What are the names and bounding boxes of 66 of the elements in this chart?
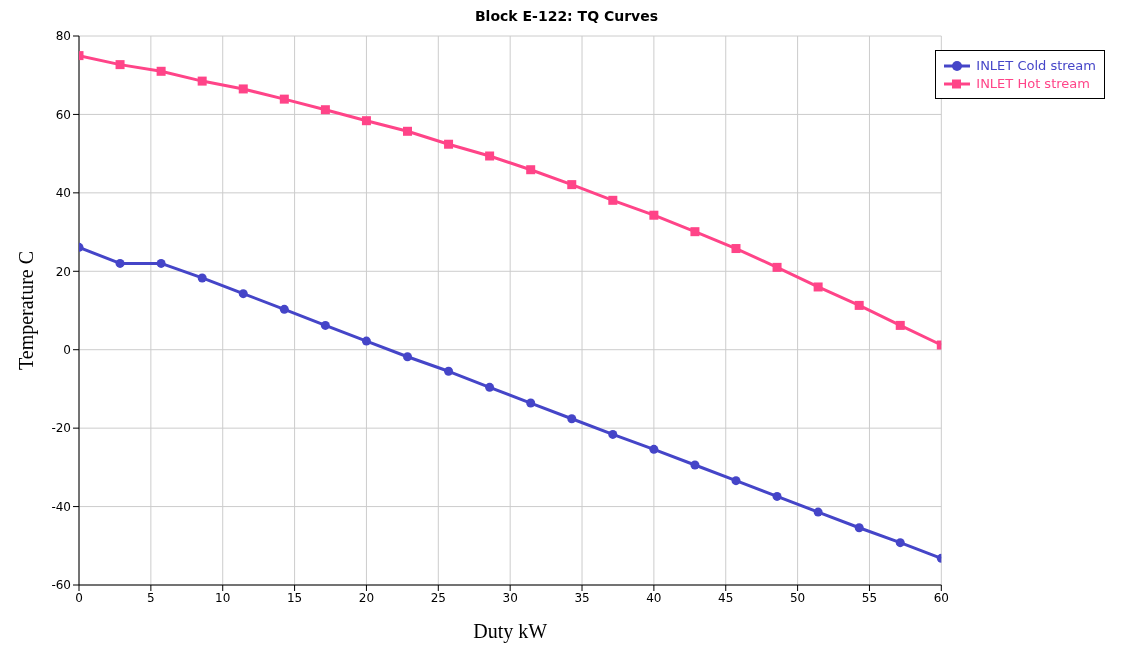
- point: [279, 94, 289, 104]
- point: [320, 105, 330, 115]
- x-tick-label: 15: [286, 590, 303, 605]
- y-tick-label: 60: [55, 107, 71, 122]
- y-tick-label: 20: [55, 264, 71, 279]
- point: [320, 320, 330, 330]
- point: [115, 60, 125, 70]
- point: [608, 429, 618, 439]
- point: [485, 151, 495, 161]
- x-tick-label: 5: [147, 590, 155, 605]
- point: [115, 258, 125, 268]
- point: [731, 244, 741, 254]
- chart-title: Block E-122: TQ Curves: [473, 8, 660, 26]
- point: [567, 414, 577, 424]
- point: [854, 300, 864, 310]
- point: [156, 66, 166, 76]
- point: [895, 320, 905, 330]
- point: [649, 210, 659, 220]
- x-tick-label: 45: [718, 590, 734, 605]
- point: [238, 84, 248, 94]
- point: [197, 76, 207, 86]
- point: [690, 227, 700, 237]
- point: [772, 262, 782, 272]
- point: [813, 507, 823, 517]
- point: [197, 273, 207, 283]
- point: [567, 180, 577, 190]
- point: [485, 382, 495, 392]
- y-tick-label: -20: [51, 421, 71, 436]
- x-tick-label: 50: [789, 590, 806, 605]
- x-tick-label: 40: [646, 590, 662, 605]
- point: [444, 139, 454, 149]
- point: [361, 336, 371, 346]
- point: [895, 538, 905, 548]
- x-tick-label: 20: [358, 590, 375, 605]
- y-tick-label: 0: [63, 342, 71, 357]
- point: [608, 195, 618, 205]
- point: [403, 352, 412, 362]
- point: [731, 476, 741, 486]
- y-axis-title: Temperature C: [15, 250, 39, 371]
- y-tick-label: -60: [51, 578, 71, 593]
- point: [690, 460, 700, 470]
- x-tick-label: 55: [861, 590, 878, 605]
- x-tick-label: 25: [430, 590, 446, 605]
- y-tick-label: -40: [51, 499, 71, 514]
- y-tick-label: 80: [55, 29, 71, 44]
- point: [156, 258, 166, 268]
- point: [361, 116, 371, 126]
- point: [526, 165, 536, 175]
- x-tick-label: 10: [215, 590, 231, 605]
- point: [238, 289, 248, 299]
- x-tick-label: 30: [502, 590, 518, 605]
- x-tick-label: 60: [933, 590, 949, 605]
- y-tick-label: 40: [55, 186, 71, 201]
- x-tick-label: 35: [574, 590, 590, 605]
- point: [854, 523, 864, 533]
- point: [772, 491, 782, 501]
- point: [526, 398, 536, 408]
- point: [649, 444, 659, 454]
- legend-label: INLET Hot stream: [976, 76, 1090, 91]
- x-tick-label: 0: [75, 590, 83, 605]
- point: [813, 282, 823, 292]
- legend-label: INLET Cold stream: [976, 58, 1096, 73]
- x-axis-title: Duty kW: [473, 620, 548, 643]
- point: [444, 366, 454, 376]
- point: [279, 304, 289, 314]
- point: [403, 126, 412, 136]
